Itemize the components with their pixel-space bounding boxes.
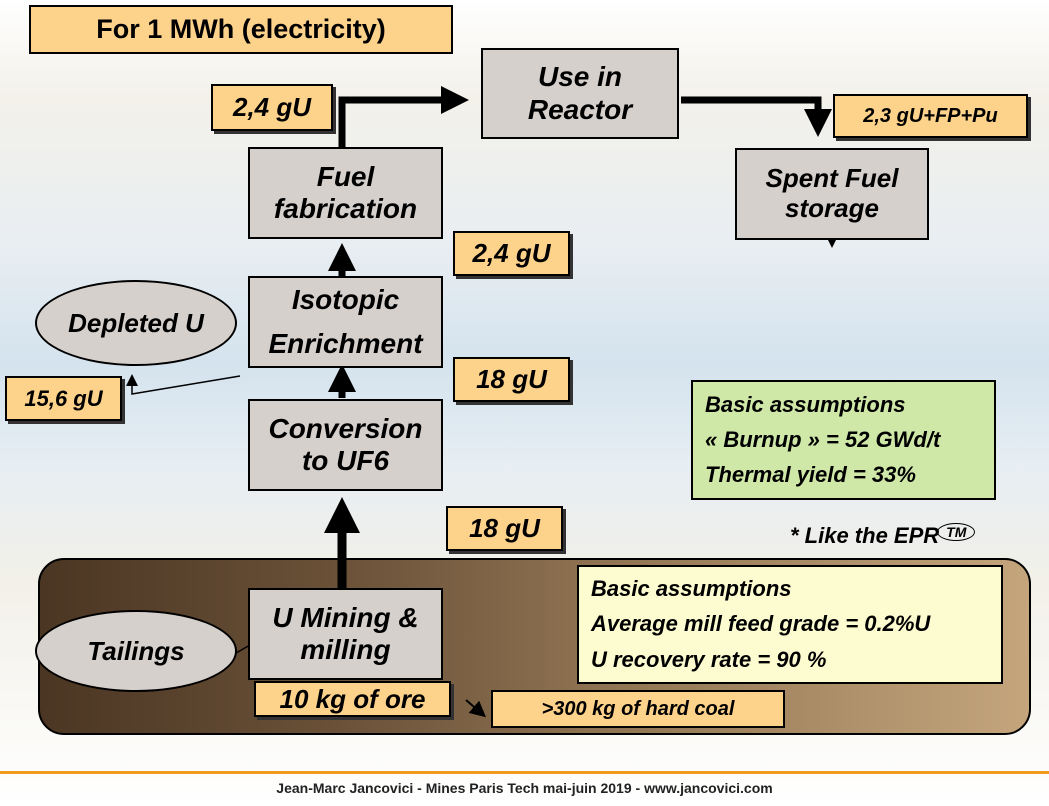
qty-to-enrichment-text: 18 gU [476, 364, 547, 394]
enrichment-box: Isotopic Enrichment [248, 276, 443, 368]
conversion-box: Conversion to UF6 [248, 399, 443, 491]
qty-coal-text: >300 kg of hard coal [541, 697, 735, 720]
qty-after-enrichment: 2,4 gU [453, 231, 570, 276]
spent-fuel-box: Spent Fuel storage [735, 148, 929, 240]
epr-note: * Like the EPR TM [790, 523, 976, 549]
qty-spent-text: 2,3 gU+FP+Pu [863, 104, 998, 127]
qty-coal: >300 kg of hard coal [491, 690, 785, 728]
mining-assumptions-heading: Basic assumptions [591, 575, 792, 601]
qty-ore-text: 10 kg of ore [279, 683, 426, 714]
thermal-yield-text: Thermal yield = 33% [705, 461, 916, 487]
fuel-fabrication-box: Fuel fabrication [248, 147, 443, 239]
depleted-u-label: Depleted U [68, 307, 204, 338]
tailings-label: Tailings [87, 635, 185, 666]
enrichment-label-line2: Enrichment [268, 327, 423, 359]
tailings-ellipse: Tailings [35, 610, 237, 692]
qty-to-enrichment: 18 gU [453, 357, 570, 402]
conversion-label: Conversion to UF6 [268, 412, 423, 476]
page-title: For 1 MWh (electricity) [29, 5, 453, 54]
epr-tm-text: TM [946, 524, 967, 540]
mining-box: U Mining & milling [248, 588, 443, 680]
depleted-u-ellipse: Depleted U [35, 280, 237, 366]
qty-to-reactor: 2,4 gU [211, 84, 333, 131]
fuel-fabrication-label: Fuel fabrication [273, 160, 418, 224]
arrow-fuel-to-reactor [338, 86, 469, 147]
qty-to-reactor-text: 2,4 gU [232, 92, 312, 122]
reactor-assumptions-heading: Basic assumptions [705, 392, 906, 418]
recovery-rate-text: U recovery rate = 90 % [591, 647, 827, 673]
qty-ore: 10 kg of ore [254, 681, 451, 717]
mill-feed-grade-text: Average mill feed grade = 0.2%U [591, 611, 931, 637]
qty-to-conversion: 18 gU [446, 506, 563, 551]
reactor-box: Use in Reactor [481, 48, 679, 139]
mining-label: U Mining & milling [272, 601, 419, 665]
qty-depleted: 15,6 gU [5, 376, 122, 421]
reactor-label: Use in Reactor [527, 61, 633, 125]
reactor-assumptions-box: Basic assumptions « Burnup » = 52 GWd/t … [691, 380, 996, 500]
qty-to-conversion-text: 18 gU [469, 513, 540, 543]
footer-divider [0, 771, 1049, 774]
page-title-text: For 1 MWh (electricity) [96, 14, 386, 44]
arrow-ore-to-coal [465, 699, 487, 718]
spent-fuel-label: Spent Fuel storage [765, 163, 899, 223]
arrow-enrichment-to-depleted [126, 374, 241, 395]
epr-tm-badge: TM [937, 523, 976, 541]
enrichment-label-line1: Isotopic [291, 283, 400, 315]
qty-depleted-text: 15,6 gU [24, 385, 103, 411]
qty-spent: 2,3 gU+FP+Pu [833, 94, 1028, 138]
epr-note-text: * Like the EPR [790, 523, 940, 548]
mining-assumptions-box: Basic assumptions Average mill feed grad… [577, 565, 1003, 684]
qty-after-enrichment-text: 2,4 gU [472, 238, 551, 268]
burnup-text: « Burnup » = 52 GWd/t [705, 426, 941, 452]
arrow-reactor-to-spent [681, 96, 832, 137]
footer-credit: Jean-Marc Jancovici - Mines Paris Tech m… [276, 780, 773, 796]
